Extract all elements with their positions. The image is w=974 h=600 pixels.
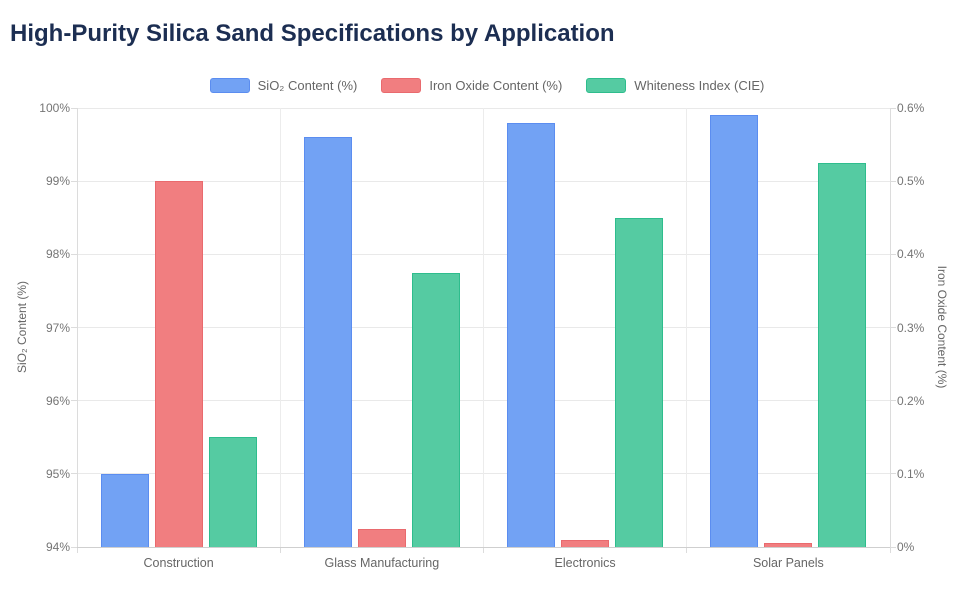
x-axis-tick-mark [889, 547, 891, 553]
plot-area [76, 107, 891, 548]
y-axis-left-title: SiO₂ Content (%) [15, 280, 29, 374]
y-axis-tick-mark [71, 180, 77, 182]
bar-iron-oxide-content--glass-manufacturing[interactable] [357, 528, 406, 547]
y-axis-left-tick-label: 100% [39, 101, 70, 115]
gridline-vertical [483, 108, 484, 547]
y-axis-tick-mark [890, 327, 896, 328]
y-axis-right-tick-label: 0.5% [897, 174, 925, 189]
y-axis-tick-mark [890, 473, 896, 475]
gridline-vertical [279, 108, 281, 547]
legend-swatch-icon [381, 78, 422, 93]
y-axis-tick-mark [890, 546, 896, 548]
gridline-vertical [686, 108, 688, 547]
legend-item-series-2[interactable]: Whiteness Index (CIE) [586, 78, 764, 93]
y-axis-tick-mark [71, 253, 77, 255]
y-axis-tick-mark [71, 473, 77, 475]
y-axis-tick-mark [71, 400, 77, 402]
y-axis-left-tick-label: 94% [45, 540, 70, 554]
bar-whiteness-index-cie--electronics[interactable] [615, 217, 664, 547]
legend: SiO₂ Content (%) Iron Oxide Content (%) Wh… [0, 78, 974, 93]
x-axis-category-label: Electronics [554, 556, 616, 570]
y-axis-tick-mark [71, 327, 77, 328]
x-axis-category-label: Construction [143, 556, 214, 570]
y-axis-tick-mark [71, 107, 77, 109]
y-axis-right-tick-label: 0.1% [897, 466, 925, 481]
bar-iron-oxide-content--construction[interactable] [154, 181, 203, 547]
y-axis-left-tick-label: 97% [45, 320, 70, 335]
axis-line [889, 108, 891, 547]
x-axis-tick-mark [686, 547, 688, 553]
bar-whiteness-index-cie--glass-manufacturing[interactable] [411, 272, 460, 547]
chart-title: High-Purity Silica Sand Specifications b… [10, 20, 615, 47]
x-axis-category-label: Glass Manufacturing [324, 556, 440, 570]
legend-item-series-1[interactable]: Iron Oxide Content (%) [381, 78, 562, 93]
y-axis-left-tick-label: 95% [45, 466, 70, 481]
y-axis-left-tick-label: 99% [45, 174, 70, 189]
legend-item-label: Iron Oxide Content (%) [429, 78, 563, 93]
y-axis-right-tick-label: 0.6% [897, 101, 925, 115]
legend-item-label: SiO₂ Content (%) [257, 78, 358, 93]
x-axis-tick-mark [483, 547, 484, 553]
y-axis-tick-mark [71, 546, 77, 548]
legend-item-label: Whiteness Index (CIE) [634, 78, 765, 93]
gridline [77, 546, 890, 548]
y-axis-right-tick-label: 0.3% [897, 320, 925, 335]
x-axis-category-label: Solar Panels [752, 556, 824, 570]
bar-sio-content--solar-panels[interactable] [710, 115, 759, 547]
legend-swatch-icon [586, 78, 627, 93]
bar-whiteness-index-cie--construction[interactable] [208, 437, 257, 547]
y-axis-tick-mark [890, 400, 896, 402]
y-axis-right-title: Iron Oxide Content (%) [935, 265, 949, 389]
bar-sio-content--electronics[interactable] [507, 122, 556, 547]
x-axis-tick-mark [76, 547, 78, 553]
y-axis-right-tick-label: 0.2% [897, 393, 925, 408]
y-axis-tick-mark [890, 253, 896, 255]
y-axis-tick-mark [890, 107, 896, 109]
bar-sio-content--glass-manufacturing[interactable] [303, 137, 352, 547]
axis-line [76, 108, 78, 547]
bar-sio-content--construction[interactable] [100, 473, 149, 547]
y-axis-right-tick-label: 0.4% [897, 247, 925, 262]
bar-whiteness-index-cie--solar-panels[interactable] [818, 162, 867, 547]
y-axis-left-tick-label: 98% [45, 247, 70, 262]
x-axis-tick-mark [279, 547, 281, 553]
y-axis-tick-mark [890, 180, 896, 182]
legend-swatch-icon [209, 78, 250, 93]
legend-item-series-0[interactable]: SiO₂ Content (%) [209, 78, 358, 93]
y-axis-right-tick-label: 0% [897, 540, 915, 554]
y-axis-left-tick-label: 96% [45, 393, 70, 408]
bar-iron-oxide-content--electronics[interactable] [561, 539, 610, 547]
bar-iron-oxide-content--solar-panels[interactable] [764, 543, 813, 547]
